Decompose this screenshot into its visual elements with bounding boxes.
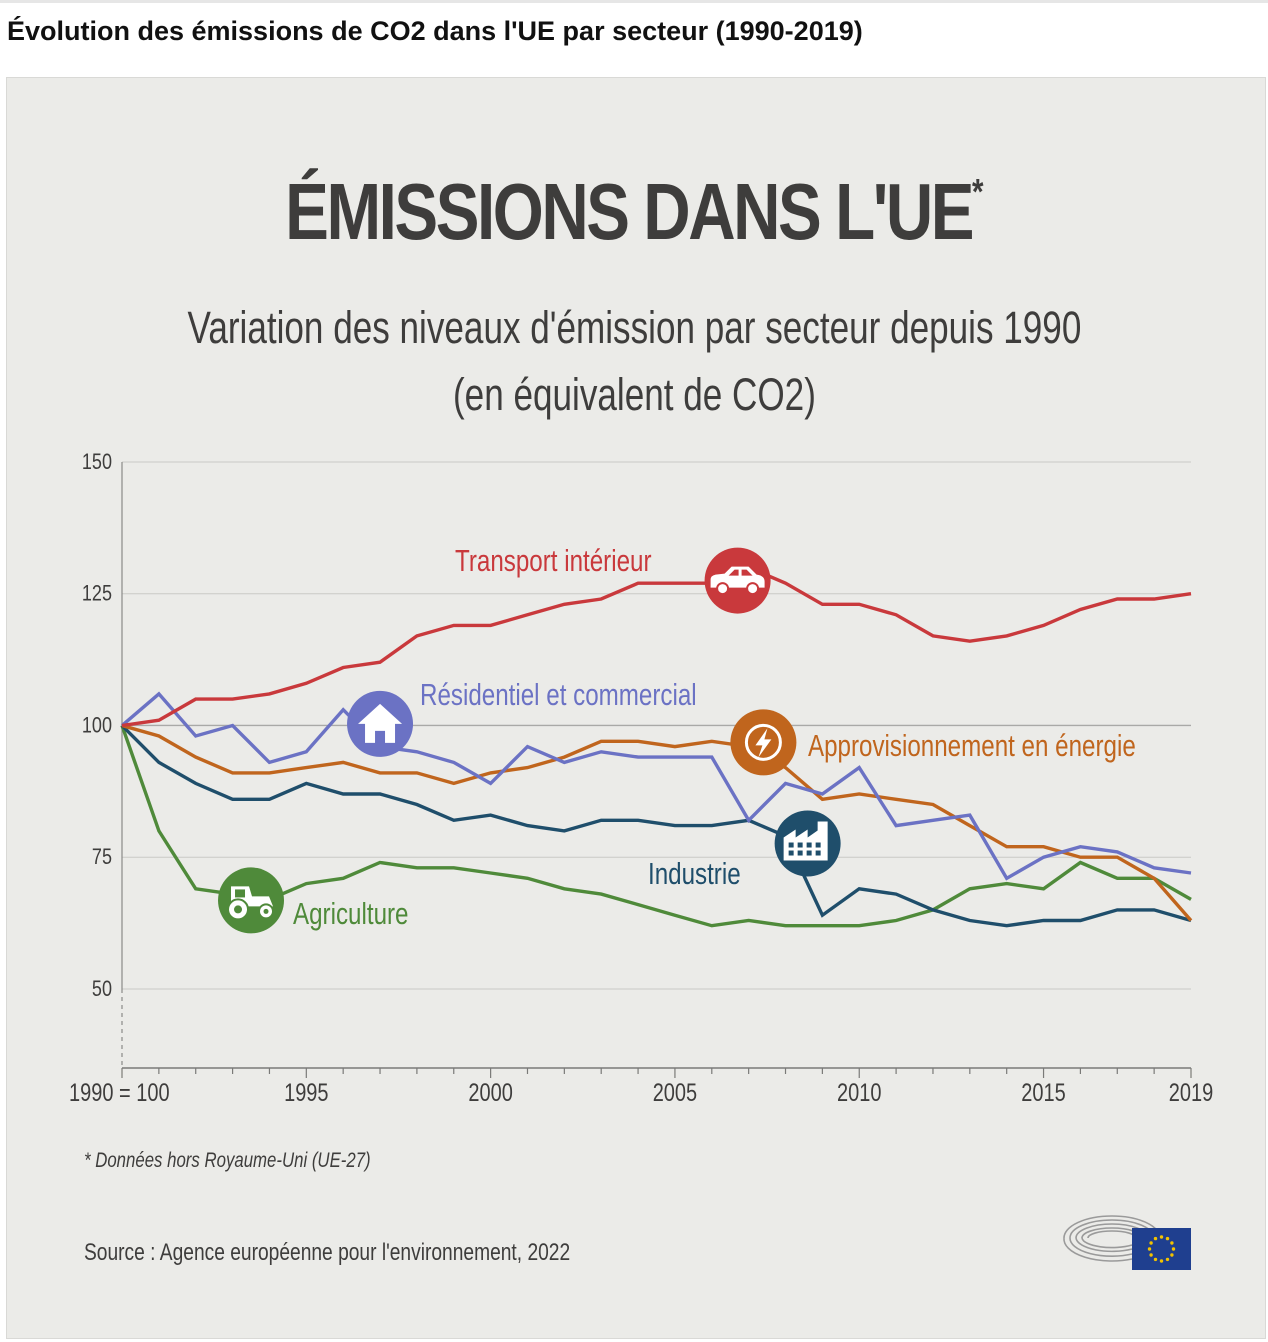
series-label-transport-interieur: Transport intérieur [455,543,652,578]
car-wheel [716,582,730,596]
tractor-hub [263,908,269,914]
series-line-residentiel-et-commercial [120,691,1192,881]
lightning-icon [744,723,782,761]
badge-industrie [774,810,841,877]
tractor-icon [227,886,275,921]
factory-icon [783,821,828,861]
infographic-panel [6,77,1266,1339]
car-windows [728,569,753,576]
factory-window [815,842,821,848]
chart-subtitle-line-1: Variation des niveaux d'émission par sec… [187,302,1082,353]
x-tick-label-1990: 1990 = 100 [69,1079,170,1107]
european-parliament-logo [1063,1215,1191,1270]
series-label-industrie: Industrie [648,856,741,891]
house-shape [358,703,403,743]
eu-star [1159,1235,1164,1239]
y-tick-label-50: 50 [92,977,112,1001]
car-icon [710,566,765,596]
badge-transport-interieur [704,547,771,614]
eu-star [1159,1259,1164,1263]
eu-star [1165,1236,1170,1241]
lightning-ring [744,723,782,761]
headline-asterisk: * [972,171,984,212]
x-tick-label-1995: 1995 [284,1079,328,1107]
eu-star [1170,1241,1174,1245]
tractor-cab-window [235,889,246,898]
eu-star [1153,1257,1158,1262]
series-line-industrie [120,724,1192,928]
series-line-agriculture [120,724,1192,928]
series-label-agriculture: Agriculture [293,896,409,931]
eu-star [1153,1236,1158,1241]
factory-window [797,850,803,856]
eu-star [1165,1257,1170,1262]
factory-window [815,850,821,856]
series-label-residentiel-et-commercial: Résidentiel et commercial [420,677,697,712]
x-tick-label-2015: 2015 [1021,1079,1065,1107]
series-line-approvisionnement-en-energie [121,723,1193,922]
source-note: Source : Agence européenne pour l'enviro… [84,1239,571,1266]
y-tick-label-150: 150 [82,450,112,474]
y-tick-label-100: 100 [82,714,112,738]
infographic-headline: ÉMISSIONS DANS L'UE* [114,172,1154,252]
headline-text: ÉMISSIONS DANS L'UE [285,167,974,256]
factory-window [788,850,794,856]
eu-star [1147,1247,1152,1251]
eu-star [1171,1247,1176,1251]
tractor-hub [234,905,243,914]
y-tick-label-75: 75 [92,846,112,870]
x-tick-label-2019: 2019 [1169,1079,1213,1107]
badge-agriculture [218,867,285,934]
eu-star [1149,1241,1153,1245]
y-tick-label-125: 125 [82,582,112,606]
top-divider [0,0,1268,3]
eu-star [1170,1253,1174,1257]
factory-window [806,850,812,856]
x-tick-label-2005: 2005 [653,1079,697,1107]
house-icon [358,703,403,743]
factory-window [788,842,794,848]
factory-window [806,842,812,848]
car-wheel [746,582,760,596]
badge-approvisionnement-en-energie [730,709,797,776]
footnote: * Données hors Royaume-Uni (UE-27) [84,1149,371,1172]
x-tick-label-2010: 2010 [837,1079,881,1107]
factory-window [797,842,803,848]
page-title: Évolution des émissions de CO2 dans l'UE… [7,16,863,46]
lightning-bolt [755,728,772,758]
badge-residentiel-et-commercial [347,690,414,757]
series-line-transport-interieur [121,565,1192,728]
series-label-approvisionnement-en-energie: Approvisionnement en énergie [808,728,1136,763]
eu-star [1149,1253,1153,1257]
chart-subtitle-line-2: (en équivalent de CO2) [452,369,816,420]
x-tick-label-2000: 2000 [468,1079,512,1107]
